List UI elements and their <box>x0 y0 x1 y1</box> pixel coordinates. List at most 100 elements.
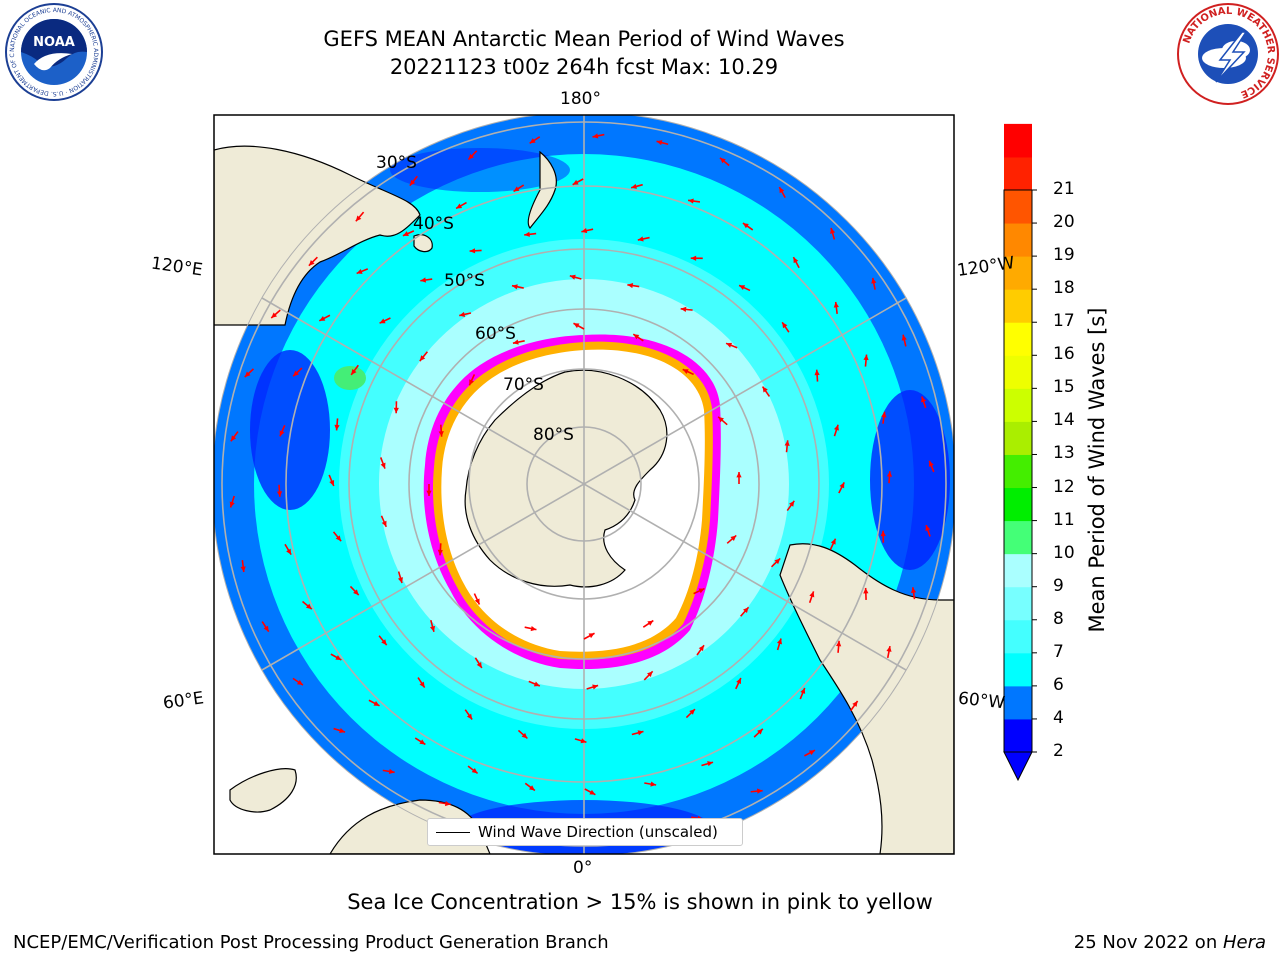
wave-direction-arrowhead <box>353 589 359 596</box>
wave-direction-arrowhead <box>886 471 893 477</box>
colorbar-segment <box>1004 355 1032 389</box>
colorbar-tick-label: 7 <box>1053 641 1064 662</box>
wave-direction-arrowhead <box>698 645 705 652</box>
wave-direction-arrowhead <box>633 334 640 340</box>
wave-direction-arrowhead <box>276 491 283 497</box>
wave-direction-arrowhead <box>329 480 335 487</box>
lat-label-50: 50°S <box>444 271 485 291</box>
colorbar-tick-label: 15 <box>1053 377 1075 398</box>
wave-direction-arrowhead <box>830 227 836 234</box>
wave-direction-arrowhead <box>689 709 695 715</box>
lat-label-30: 30°S <box>376 153 417 173</box>
wave-direction-arrowhead <box>928 460 934 467</box>
colorbar-tick-label: 16 <box>1053 344 1075 365</box>
colorbar-tick-label: 17 <box>1053 311 1075 332</box>
wave-direction-arrowhead <box>690 255 697 261</box>
colorbar-tick-label: 9 <box>1053 575 1064 596</box>
wave-direction-arrowhead <box>863 354 869 361</box>
wave-direction-arrowhead <box>793 257 799 264</box>
wave-direction-arrowhead <box>739 285 746 291</box>
wave-direction-arrowhead <box>650 781 657 787</box>
wave-direction-arrowhead <box>381 639 387 646</box>
wave-direction-arrowhead <box>468 153 475 160</box>
colorbar-segment <box>1004 652 1032 687</box>
wave-direction-arrowhead <box>830 538 836 545</box>
colorbar-tick-label: 12 <box>1053 476 1075 497</box>
wave-direction-arrowhead <box>356 268 363 274</box>
wave-direction-arrowhead <box>589 789 596 795</box>
svg-text:NOAA: NOAA <box>33 35 75 50</box>
wave-direction-arrowhead <box>444 800 451 807</box>
wave-direction-arrowhead <box>863 587 869 594</box>
run-date: 25 Nov 2022 on Hera <box>1074 932 1266 953</box>
nws-logo: NATIONAL WEATHER SERVICE <box>1177 3 1279 105</box>
wave-direction-arrowhead <box>788 500 795 507</box>
colorbar-segment <box>1004 520 1032 555</box>
colorbar-tick-label: 18 <box>1053 278 1075 299</box>
wave-direction-arrowhead <box>698 588 705 594</box>
lon-label-top: 180° <box>560 89 601 109</box>
wave-direction-arrowhead <box>627 283 634 289</box>
wave-direction-arrowhead <box>393 407 399 414</box>
wave-direction-arrowhead <box>656 140 663 146</box>
date-text: 25 Nov 2022 on <box>1073 932 1223 953</box>
wave-direction-arrowhead <box>279 430 285 437</box>
wave-direction-arrowhead <box>437 549 443 556</box>
colorbar-tick-label: 14 <box>1053 410 1075 431</box>
sea-ice-footnote: Sea Ice Concentration > 15% is shown in … <box>347 890 933 914</box>
wave-direction-arrowhead <box>229 501 235 508</box>
wave-direction-arrowhead <box>647 620 654 626</box>
wave-direction-arrowhead <box>833 424 839 431</box>
wave-direction-arrowhead <box>925 525 931 532</box>
credit-line: NCEP/EMC/Verification Post Processing Pr… <box>13 932 609 953</box>
wave-direction-arrowhead <box>397 577 403 584</box>
noaa-logo: NATIONAL OCEANIC AND ATMOSPHERIC ADMINIS… <box>4 2 103 101</box>
wave-direction-arrowhead <box>263 625 269 632</box>
wave-direction-arrowhead <box>240 566 246 573</box>
wave-direction-arrowhead <box>852 700 858 707</box>
lat-label-80: 80°S <box>533 425 574 445</box>
wave-direction-arrowhead <box>581 228 588 234</box>
wave-direction-arrowhead <box>521 732 528 739</box>
corner-land-tr <box>850 115 954 210</box>
colorbar-segment <box>1004 223 1032 257</box>
wave-direction-arrowhead <box>456 203 463 209</box>
wave-direction-arrowhead <box>736 678 741 685</box>
wave-direction-arrowhead <box>839 482 845 489</box>
chart-title: GEFS MEAN Antarctic Mean Period of Wind … <box>323 27 845 51</box>
wave-direction-arrowhead <box>814 369 820 376</box>
wave-direction-arrowhead <box>573 323 580 329</box>
colorbar-tick-label: 10 <box>1053 542 1075 563</box>
wave-direction-arrowhead <box>529 138 536 144</box>
colorbar-segment <box>1004 289 1032 323</box>
wave-direction-arrowhead <box>409 179 416 186</box>
wave-direction-arrowhead <box>271 312 278 319</box>
wave-direction-arrowhead <box>680 306 687 312</box>
wave-direction-arrowhead <box>530 625 537 632</box>
wave-direction-arrowhead <box>373 701 380 706</box>
wave-direction-arrowhead <box>335 535 342 542</box>
colorbar-tick-label: 13 <box>1053 443 1075 464</box>
wave-direction-arrowhead <box>244 371 251 378</box>
colorbar-segment <box>1004 421 1032 455</box>
wave-direction-arrowhead <box>726 342 733 348</box>
wave-direction-arrowhead <box>469 379 475 386</box>
wave-direction-arrowhead <box>808 750 815 756</box>
wave-direction-arrowhead <box>592 133 599 139</box>
wave-direction-arrowhead <box>476 662 482 668</box>
colorbar-extend-arrow <box>1003 751 1033 782</box>
legend-line <box>436 831 470 833</box>
wave-direction-arrowhead <box>782 322 788 329</box>
wave-direction-arrowhead <box>886 646 892 652</box>
wave-direction-arrowhead <box>339 728 346 733</box>
wave-direction-arrowhead <box>779 187 785 194</box>
wave-direction-arrowhead <box>682 369 689 375</box>
australia <box>214 145 421 326</box>
legend-label: Wind Wave Direction (unscaled) <box>478 823 718 841</box>
wave-direction-arrowhead <box>881 411 887 418</box>
colorbar-outline <box>1003 189 1033 753</box>
wave-direction-arrowhead <box>784 440 790 446</box>
wave-direction-arrowhead <box>631 183 637 189</box>
wave-direction-arrowhead <box>379 318 386 324</box>
